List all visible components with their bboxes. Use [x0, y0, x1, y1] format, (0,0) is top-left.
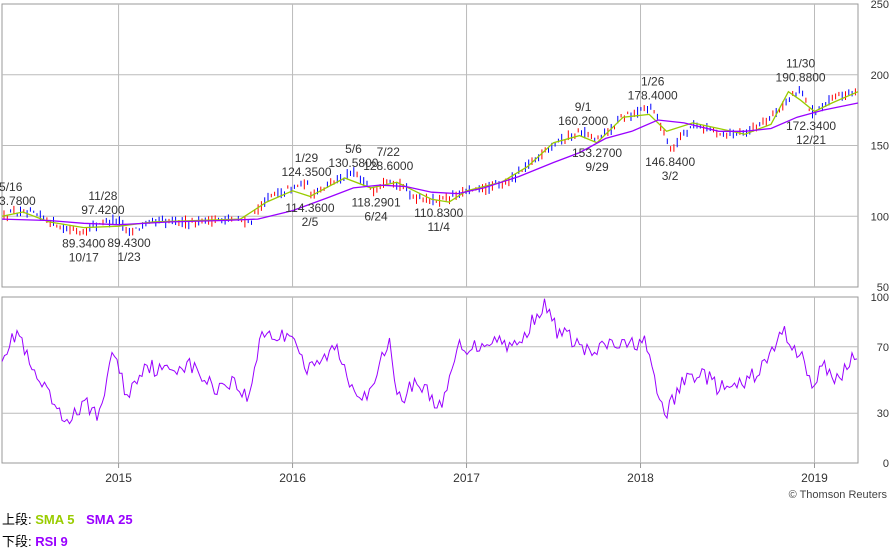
annotation-value: 89.4300: [107, 236, 151, 250]
legend-sma25: SMA 25: [86, 512, 133, 527]
x-tick-label: 2015: [105, 471, 132, 485]
annotation-value: 110.8300: [414, 206, 463, 220]
annotation-value: 160.2000: [558, 114, 608, 128]
legend-rsi9: RSI 9: [35, 534, 68, 549]
credit-text: © Thomson Reuters: [789, 489, 888, 501]
x-tick-label: 2017: [453, 471, 480, 485]
annotation-value: 172.3400: [786, 119, 836, 133]
annotation-value: 89.3400: [62, 236, 106, 250]
annotation-value: 97.4200: [81, 203, 125, 217]
annotation-value: 118.2901: [351, 195, 400, 209]
annotation-value: 103.7800: [0, 194, 36, 208]
price-y-tick-label: 150: [871, 141, 889, 153]
price-y-tick-label: 200: [871, 70, 889, 82]
rsi-y-tick-label: 0: [883, 458, 889, 470]
annotation-date: 2/5: [302, 215, 319, 229]
annotation-value: 114.3600: [285, 201, 334, 215]
legend-upper-prefix: 上段:: [2, 512, 32, 527]
annotation-date: 10/17: [69, 250, 99, 264]
annotation-date: 3/2: [662, 169, 679, 183]
annotation-date: 7/22: [377, 145, 401, 159]
price-y-tick-label: 100: [871, 211, 889, 223]
rsi-panel: 100 70 30 0: [1, 292, 889, 470]
annotation-date: 9/1: [575, 100, 592, 114]
annotation-value: 146.8400: [645, 155, 695, 169]
legend-lower: 下段: RSI 9: [2, 531, 68, 550]
annotation-date: 1/23: [117, 250, 141, 264]
annotation-date: 9/29: [585, 160, 609, 174]
rsi-plot-area: [1, 296, 859, 464]
annotation-value: 130.5800: [328, 156, 378, 170]
x-tick-label: 2018: [627, 471, 654, 485]
annotation-date: 6/24: [364, 209, 388, 223]
annotation-value: 128.6000: [363, 159, 413, 173]
annotation-date: 1/29: [295, 151, 319, 165]
annotation-value: 153.2700: [572, 146, 622, 160]
sma25-line: [1, 102, 859, 226]
annotation-date: 1/26: [641, 74, 665, 88]
annotation-value: 124.3500: [281, 165, 331, 179]
x-tick-label: 2019: [801, 471, 828, 485]
annotation-date: 12/21: [796, 133, 826, 147]
legend-sma5: SMA 5: [35, 512, 75, 527]
rsi9-line: [1, 298, 858, 425]
legend-upper: 上段: SMA 5 SMA 25: [2, 509, 133, 528]
legend-lower-prefix: 下段:: [2, 534, 32, 549]
rsi-y-tick-label: 30: [877, 408, 889, 420]
price-y-tick-label: 250: [871, 0, 889, 11]
rsi-y-tick-label: 70: [877, 342, 889, 354]
annotation-date: 11/28: [88, 189, 117, 203]
annotation-date: 5/16: [0, 180, 23, 194]
x-axis: 2015 2016 2017 2018 2019: [105, 463, 828, 485]
annotation-value: 190.8800: [776, 71, 826, 85]
rsi-y-tick-label: 100: [871, 292, 889, 304]
annotation-date: 11/4: [427, 220, 450, 234]
annotation-value: 178.4000: [628, 88, 678, 102]
annotation-date: 11/30: [786, 57, 815, 71]
annotation-date: 5/6: [345, 142, 362, 156]
x-tick-label: 2016: [279, 471, 306, 485]
stock-chart: 250200150100505/16103.780010/1789.340011…: [0, 0, 889, 501]
price-y-tick-label: 50: [877, 282, 889, 294]
